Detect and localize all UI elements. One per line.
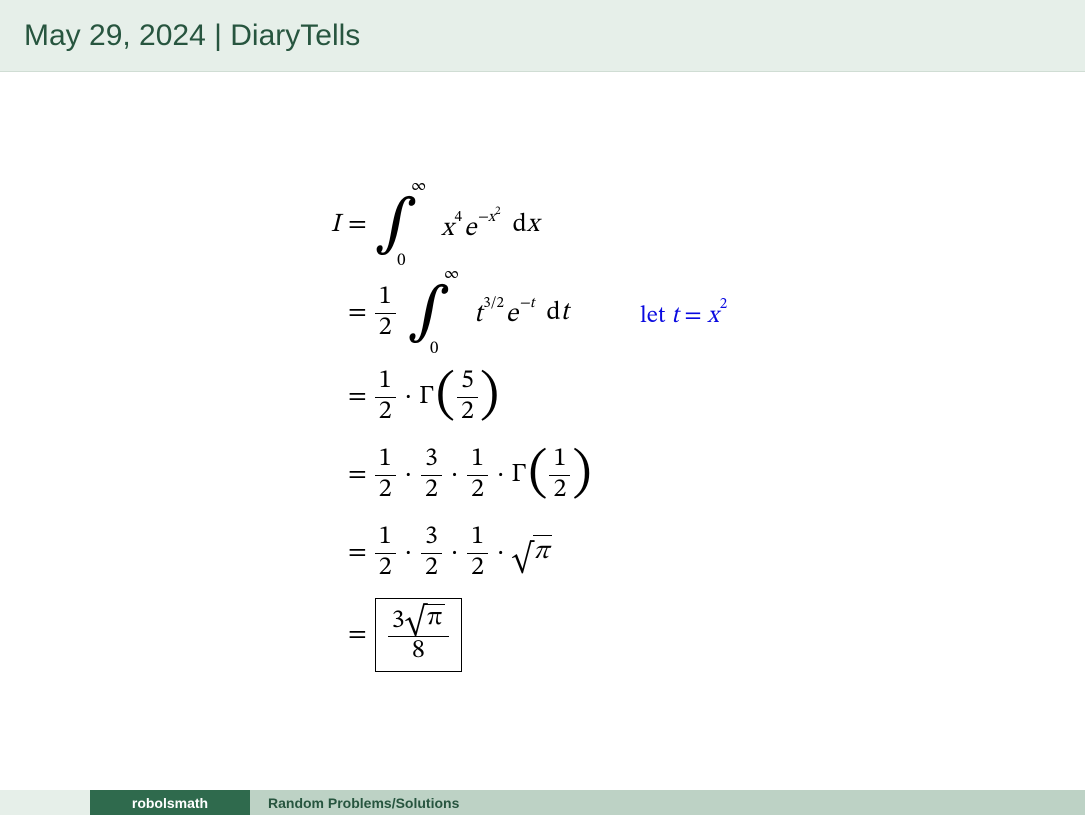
slide-body: I = ∫ ∞ 0 x4e−x2 dx = 1	[0, 72, 1085, 790]
math-row: = 12 · Γ ( 52 )	[300, 358, 1085, 436]
equals-sign: =	[346, 209, 373, 242]
fraction: 32	[419, 446, 444, 504]
math-derivation: I = ∫ ∞ 0 x4e−x2 dx = 1	[300, 182, 1085, 678]
radicand: π	[426, 604, 445, 632]
exp-arg: −t	[519, 296, 535, 311]
fraction: 3√π 8	[386, 605, 451, 666]
integral-icon: ∫	[406, 296, 452, 330]
cdot-icon: ·	[492, 537, 509, 570]
cdot-icon: ·	[446, 459, 463, 492]
denominator: 2	[375, 314, 396, 342]
upper-limit: ∞	[444, 264, 459, 284]
numerator: 3√π	[388, 605, 449, 637]
footer-author: robolsmath	[90, 790, 250, 815]
cdot-icon: ·	[492, 459, 509, 492]
gamma-icon: Γ	[419, 381, 434, 414]
equals-sign: =	[346, 459, 373, 492]
math-row: = 1 2 ∫ ∞ 0 t3/2e−t dt let t = x2	[300, 268, 1085, 358]
math-row: = 3√π 8	[300, 592, 1085, 678]
slide-header: May 29, 2024 | DiaryTells	[0, 0, 1085, 72]
fraction: 12	[547, 446, 572, 504]
footer-spacer	[0, 790, 90, 815]
cdot-icon: ·	[446, 537, 463, 570]
upper-limit: ∞	[411, 176, 426, 196]
fraction: 12	[465, 446, 490, 504]
slide-footer: robolsmath Random Problems/Solutions	[0, 790, 1085, 815]
power: 4	[455, 210, 462, 225]
gamma-icon: Γ	[511, 459, 526, 492]
header-date: May 29, 2024	[24, 19, 206, 52]
rhs: 12 · 32 · 12 · √ π	[373, 524, 552, 582]
header-site: DiaryTells	[230, 19, 360, 52]
boxed-result: 3√π 8	[375, 598, 462, 673]
exp-base: e	[464, 216, 476, 242]
footer-title: Random Problems/Solutions	[250, 790, 1085, 815]
denominator: 8	[408, 637, 429, 665]
substitution-annotation: let t = x2	[640, 295, 729, 331]
lhs-variable: I	[300, 209, 346, 242]
equals-sign: =	[346, 297, 373, 330]
base: x	[441, 216, 453, 242]
paren-group: ( 12 )	[528, 446, 591, 504]
fraction: 52	[455, 368, 480, 426]
paren-group: ( 52 )	[436, 368, 499, 426]
differential: dt	[546, 297, 568, 330]
differential: dx	[513, 209, 539, 242]
integral-icon: ∫	[373, 208, 419, 242]
math-row: = 12 · 32 · 12 · Γ ( 12 )	[300, 436, 1085, 514]
math-row: = 12 · 32 · 12 · √ π	[300, 514, 1085, 592]
math-row: I = ∫ ∞ 0 x4e−x2 dx	[300, 182, 1085, 268]
header-separator: |	[206, 19, 230, 52]
numerator: 1	[375, 284, 396, 313]
equals-sign: =	[346, 537, 373, 570]
integrand: x4e−x2	[441, 205, 502, 246]
exp-arg: −x2	[477, 210, 500, 225]
sqrt: √π	[405, 605, 446, 633]
cdot-icon: ·	[400, 459, 417, 492]
rhs: ∫ ∞ 0 x4e−x2 dx	[373, 194, 539, 256]
surd-icon: √	[405, 611, 427, 633]
fraction: 1 2	[373, 284, 398, 342]
fraction: 32	[419, 524, 444, 582]
fraction: 12	[465, 524, 490, 582]
rhs: 12 · Γ ( 52 )	[373, 368, 499, 426]
fraction: 12	[373, 524, 398, 582]
equals-sign: =	[346, 619, 373, 652]
fraction: 12	[373, 368, 398, 426]
rhs: 12 · 32 · 12 · Γ ( 12 )	[373, 446, 592, 504]
integral-limits: ∞ 0	[454, 282, 472, 344]
slide-title: May 29, 2024 | DiaryTells	[24, 19, 360, 53]
sqrt: √ π	[511, 536, 552, 570]
cdot-icon: ·	[400, 381, 417, 414]
exp-base: e	[506, 302, 518, 328]
equals-sign: =	[346, 381, 373, 414]
base: t	[474, 302, 482, 328]
integral-limits: ∞ 0	[421, 194, 439, 256]
cdot-icon: ·	[400, 537, 417, 570]
lower-limit: 0	[430, 339, 438, 360]
integrand: t3/2e−t	[474, 294, 536, 332]
rhs: 3√π 8	[373, 598, 462, 673]
radicand: π	[533, 535, 552, 569]
fraction: 12	[373, 446, 398, 504]
rhs: 1 2 ∫ ∞ 0 t3/2e−t dt	[373, 282, 569, 344]
power: 3/2	[483, 296, 504, 311]
surd-icon: √	[511, 548, 533, 570]
